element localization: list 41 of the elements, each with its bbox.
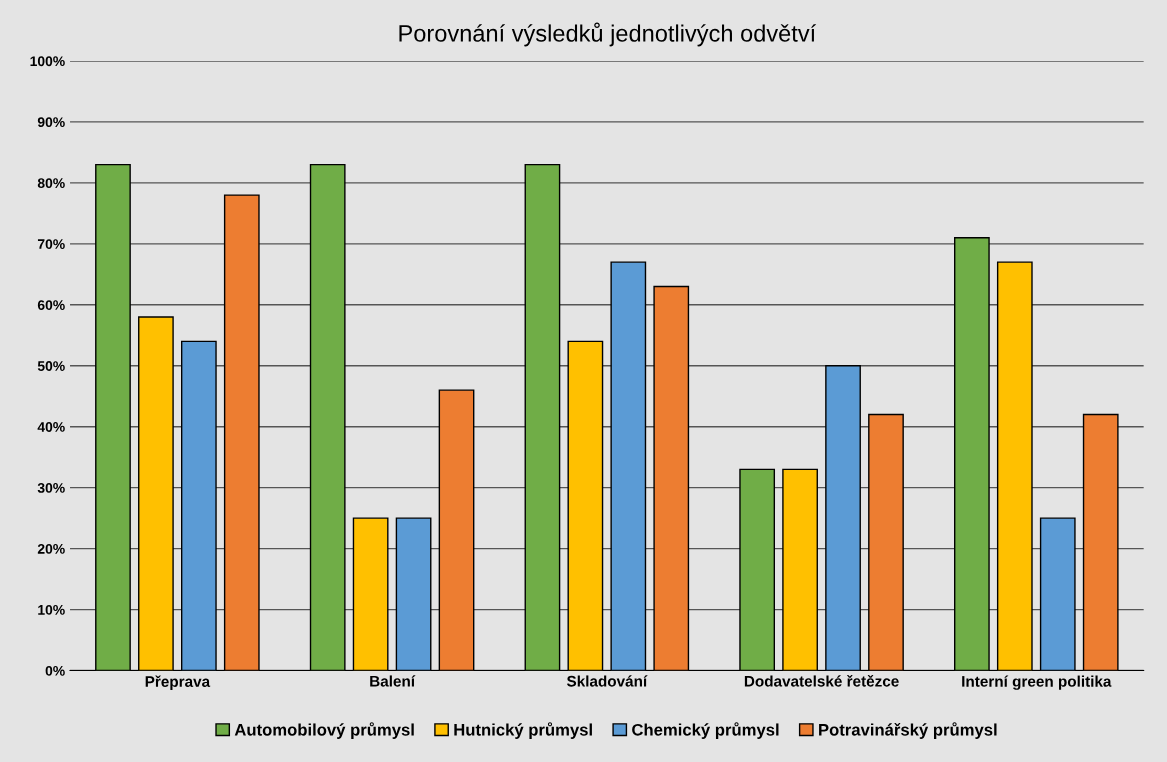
- y-tick-label: 50%: [37, 361, 65, 371]
- bar: [95, 163, 131, 671]
- x-tick-label: Skladování: [566, 675, 648, 687]
- bar: [868, 413, 904, 671]
- y-tick-label: 100%: [30, 56, 65, 67]
- bar: [1082, 413, 1119, 671]
- bar: [782, 468, 818, 671]
- bar: [138, 316, 174, 671]
- bar: [567, 340, 604, 671]
- x-tick-label: Přeprava: [145, 675, 211, 690]
- bar: [223, 194, 260, 671]
- y-tick-label: 10%: [38, 604, 65, 615]
- bar: [825, 365, 861, 671]
- y-tick-label: 0%: [45, 665, 65, 676]
- y-tick-label: 80%: [37, 178, 65, 189]
- y-tick-label: 90%: [37, 117, 65, 128]
- x-tick-label: Dodavatelské řetězce: [744, 675, 899, 687]
- bar: [438, 389, 475, 671]
- bar: [1039, 517, 1076, 671]
- bar: [739, 468, 776, 671]
- bar: [180, 340, 217, 671]
- bar: [524, 163, 561, 671]
- legend-label: Chemický průmysl: [632, 722, 779, 739]
- y-tick-label: 20%: [37, 543, 65, 554]
- y-tick-label: 30%: [37, 483, 65, 493]
- bar: [996, 261, 1033, 671]
- bar: [610, 261, 647, 671]
- chart-title: Porovnání výsledků jednotlivých odvětví: [399, 22, 817, 47]
- bar: [309, 163, 346, 671]
- bar: [954, 237, 990, 671]
- x-tick-label: Interní green politika: [962, 675, 1112, 690]
- bar: [395, 517, 432, 671]
- legend-label: Hutnický průmysl: [454, 722, 592, 739]
- legend-label: Automobilový průmysl: [234, 722, 414, 739]
- x-tick-label: Balení: [370, 675, 416, 687]
- legend-label: Potravinářský průmysl: [819, 722, 997, 739]
- y-tick-label: 40%: [37, 422, 65, 432]
- bar: [653, 285, 690, 671]
- y-tick-label: 60%: [37, 300, 65, 310]
- y-tick-label: 70%: [37, 239, 65, 250]
- bar: [352, 517, 389, 671]
